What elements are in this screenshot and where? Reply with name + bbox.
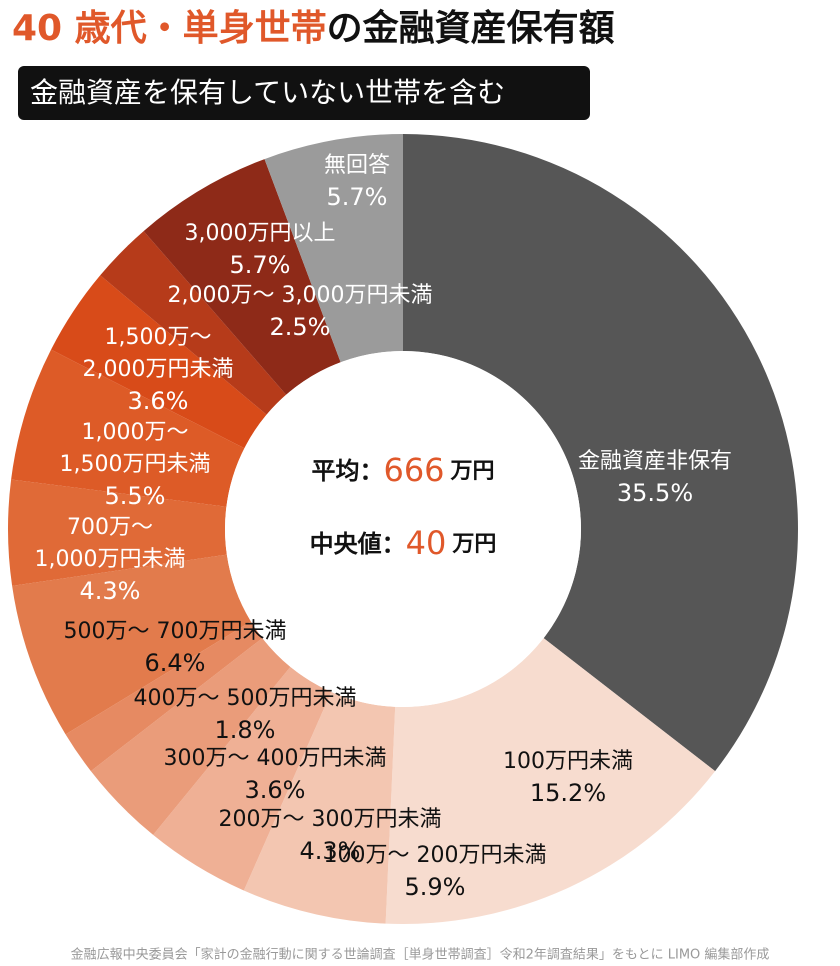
center-stat: 平均：666 万円 (311, 451, 494, 489)
value-label: 1.8% (215, 716, 276, 744)
chart-title: 40 歳代・単身世帯の金融資産保有額 (12, 7, 615, 49)
value-label: 6.4% (145, 649, 206, 677)
center-stat: 中央値：40 万円 (310, 524, 497, 562)
value-label: 5.7% (327, 183, 388, 211)
slice-label: 1,500万～ (105, 325, 212, 350)
slice (243, 691, 396, 924)
slice-label: 1,000万円未満 (35, 547, 186, 572)
slice-label: 1,500万円未満 (60, 452, 211, 477)
slice-label: 100万～ 200万円未満 (324, 843, 547, 868)
value-label: 3.6% (245, 776, 306, 804)
slice-label: 400万～ 500万円未満 (134, 686, 357, 711)
stat-value: 666 (383, 451, 444, 489)
value-label: 5.9% (405, 873, 466, 901)
value-label: 5.5% (105, 482, 166, 510)
value-label: 35.5% (617, 479, 693, 507)
slice-label: 100万円未満 (503, 749, 633, 774)
slice-label: 2,000万～ 3,000万円未満 (168, 283, 433, 308)
slice-label: 300万～ 400万円未満 (164, 746, 387, 771)
stat-label: 中央値： (310, 530, 406, 558)
slice (90, 638, 291, 835)
stat-unit: 万円 (450, 459, 495, 484)
slice-label: 700万～ (67, 515, 153, 540)
slice (51, 275, 267, 449)
slice (7, 479, 227, 586)
value-label: 2.5% (270, 313, 331, 341)
subtitle: 金融資産を保有していない世帯を含む (30, 76, 505, 109)
value-label: 3.6% (128, 387, 189, 415)
title-rest: の金融資産保有額 (327, 7, 615, 49)
slice (143, 159, 341, 395)
value-label: 4.3% (300, 837, 361, 865)
slice (65, 621, 263, 772)
slice-label: 3,000万円以上 (185, 221, 336, 246)
value-label: 5.7% (230, 251, 291, 279)
title-accent: 40 歳代・単身世帯 (12, 8, 327, 49)
source: 金融広報中央委員会「家計の金融行動に関する世論調査［単身世帯調査］令和2年調査結… (71, 947, 770, 963)
slice (12, 554, 251, 735)
slice-label: 2,000万円未満 (83, 357, 234, 382)
slice (100, 231, 287, 415)
value-label: 4.3% (80, 577, 141, 605)
slice (264, 134, 403, 363)
slice (403, 134, 798, 772)
value-label: 15.2% (530, 779, 606, 807)
center-hole (225, 351, 581, 707)
slice-label: 500万～ 700万円未満 (64, 619, 287, 644)
stat-unit: 万円 (451, 532, 496, 557)
slice (11, 349, 245, 507)
subtitle-box (18, 66, 590, 120)
stat-value: 40 (406, 524, 447, 562)
slice-label: 200万～ 300万円未満 (219, 807, 442, 832)
slice-label: 1,000万～ (82, 420, 189, 445)
slice (385, 638, 716, 924)
stat-label: 平均： (311, 457, 383, 485)
slice (153, 666, 332, 891)
slice-label: 無回答 (324, 153, 390, 178)
slice-label: 金融資産非保有 (578, 449, 732, 474)
